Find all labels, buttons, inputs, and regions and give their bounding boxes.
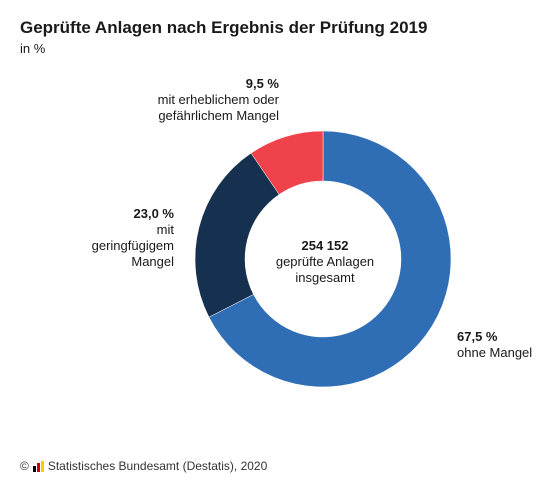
slice-name: mit erheblichem oder gefährlichem Mangel <box>157 92 279 123</box>
slice-value: 23,0 % <box>133 206 174 221</box>
copyright-symbol: © <box>20 459 29 473</box>
chart-title: Geprüfte Anlagen nach Ergebnis der Prüfu… <box>20 18 428 37</box>
slice-value: 67,5 % <box>457 329 498 344</box>
donut-slice-2 <box>250 130 324 195</box>
destatis-logo-icon <box>32 460 44 472</box>
center-total-value: 254 152 <box>301 238 349 253</box>
donut-slice-0 <box>208 130 452 388</box>
slice-label-erheblich: 9,5 % mit erheblichem oder gefährlichem … <box>158 76 279 124</box>
slice-value: 9,5 % <box>245 76 279 91</box>
source-text: Statistisches Bundesamt (Destatis), 2020 <box>47 459 268 473</box>
source-footer: © Statistisches Bundesamt (Destatis), 20… <box>20 459 267 473</box>
slice-label-geringfuegig: 23,0 % mit geringfügigem Mangel <box>92 206 174 270</box>
center-total-label: geprüfte Anlagen insgesamt <box>275 254 375 285</box>
slice-name: mit geringfügigem Mangel <box>91 222 174 269</box>
donut-slice-1 <box>194 152 280 318</box>
chart-unit: in % <box>20 41 46 56</box>
slice-label-ohne-mangel: 67,5 % ohne Mangel <box>457 329 532 361</box>
donut-center-label: 254 152 geprüfte Anlagen insgesamt <box>255 238 395 286</box>
donut-slices <box>194 130 452 388</box>
slice-name: ohne Mangel <box>457 345 533 360</box>
